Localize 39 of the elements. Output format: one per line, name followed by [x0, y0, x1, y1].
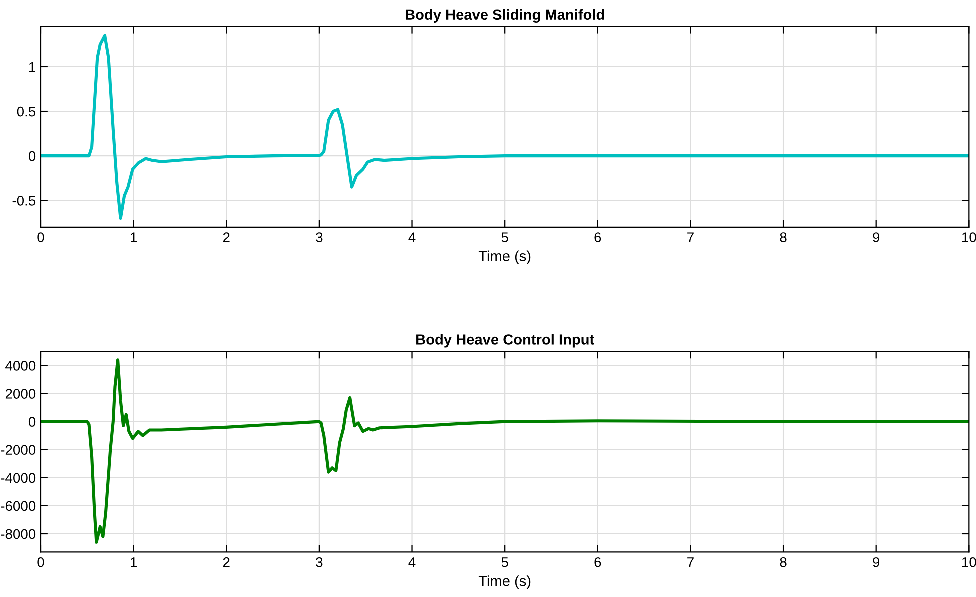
x-tick-label: 0: [38, 557, 44, 568]
line-series: [40, 358, 970, 544]
y-tick-label: 4000: [6, 361, 36, 371]
x-tick-label: 9: [873, 232, 880, 242]
x-tick-label: 5: [502, 232, 508, 242]
x-tick-label: 10: [962, 232, 976, 242]
x-axis-title: Time (s): [478, 250, 531, 264]
y-tick-label: -8000: [1, 529, 36, 540]
x-tick-label: 1: [131, 232, 137, 242]
x-tick-label: 10: [962, 557, 976, 568]
x-tick-label: 3: [316, 232, 323, 242]
x-tick-label: 8: [780, 557, 787, 568]
x-tick-label: 3: [316, 557, 323, 568]
x-tick-label: 6: [594, 557, 602, 568]
line-series: [40, 34, 970, 220]
x-tick-label: 4: [408, 232, 416, 242]
y-tick-label: 2000: [6, 389, 36, 399]
x-tick-label: 8: [780, 232, 787, 242]
y-tick-label: 0.5: [17, 106, 36, 117]
x-tick-label: 0: [38, 232, 44, 242]
x-tick-label: 7: [688, 558, 694, 568]
y-tick-label: -6000: [1, 501, 36, 512]
chart-title: Body Heave Control Input: [416, 334, 594, 348]
x-tick-label: 2: [223, 232, 230, 242]
x-tick-label: 4: [408, 558, 416, 568]
y-tick-label: -2000: [1, 445, 36, 456]
y-tick-label: 1: [29, 62, 36, 72]
x-axis-title: Time (s): [478, 576, 531, 590]
x-tick-label: 9: [873, 557, 880, 568]
x-tick-label: 5: [502, 558, 508, 568]
x-tick-label: 7: [688, 232, 694, 242]
x-tick-label: 1: [131, 558, 137, 568]
y-tick-label: 0: [28, 417, 36, 427]
x-tick-label: 2: [223, 557, 230, 568]
y-tick-label: -0.5: [12, 196, 36, 206]
chart-title: Body Heave Sliding Manifold: [406, 9, 604, 24]
x-tick-label: 6: [594, 232, 602, 242]
y-tick-label: -4000: [1, 473, 36, 484]
y-tick-label: 0: [28, 151, 36, 162]
